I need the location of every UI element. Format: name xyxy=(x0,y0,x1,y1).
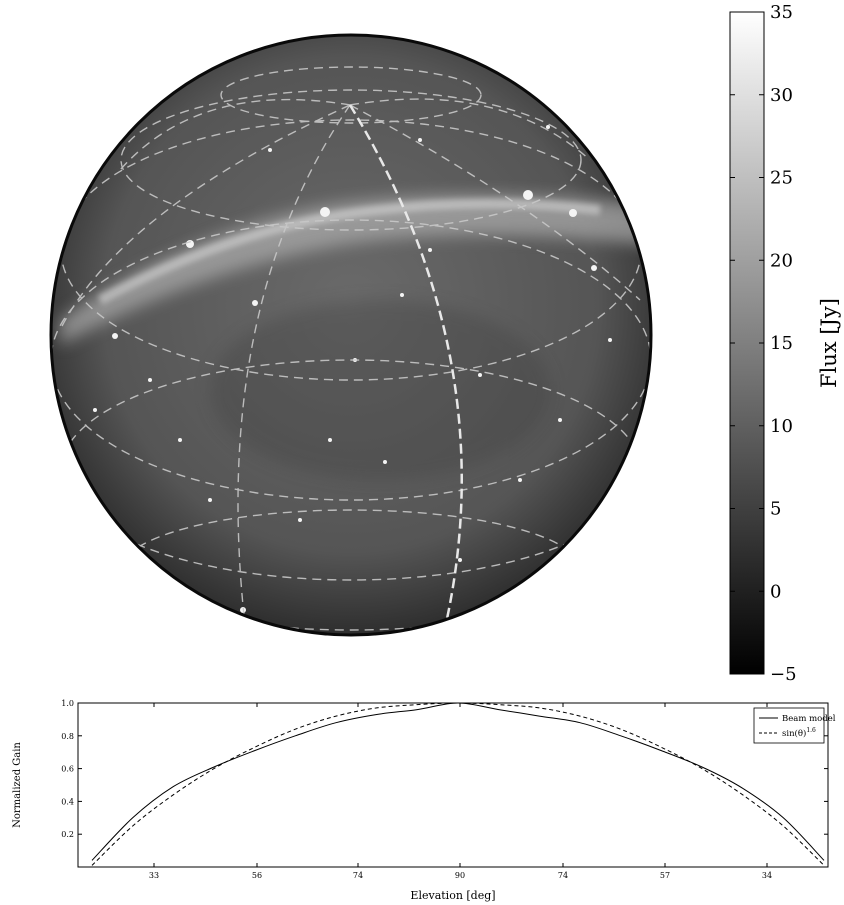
x-axis-ticks: 33 56 74 90 74 57 34 xyxy=(149,703,772,880)
legend-box xyxy=(753,707,825,744)
colorbar-tick-label: 10 xyxy=(770,416,793,437)
colorbar-label: Flux [Jy] xyxy=(817,298,841,388)
plot-frame xyxy=(77,702,829,868)
x-axis-label: Elevation [deg] xyxy=(410,889,495,902)
x-tick-label: 34 xyxy=(762,871,772,880)
x-tick-label: 57 xyxy=(660,871,670,880)
legend-entry-sin-model: sin(θ)1.6 xyxy=(782,727,816,739)
colorbar-tick-label: 30 xyxy=(770,85,793,106)
y-tick-label: 1.0 xyxy=(61,699,74,708)
x-tick-label: 33 xyxy=(149,871,159,880)
colorbar-tick-label: 0 xyxy=(770,581,781,602)
colorbar-tick-label: 20 xyxy=(770,250,793,271)
colorbar-tick-label: −5 xyxy=(770,664,797,685)
x-tick-label: 56 xyxy=(252,871,262,880)
x-tick-label: 74 xyxy=(353,871,363,880)
y-tick-label: 0.4 xyxy=(61,797,74,806)
sin-model-line xyxy=(91,702,825,866)
colorbar-tick-label: 25 xyxy=(770,168,793,189)
legend-entry-beam-model: Beam model xyxy=(782,714,836,724)
cold-region xyxy=(210,300,550,480)
y-tick-label: 0.6 xyxy=(61,765,74,774)
colorbar-tick-label: 35 xyxy=(770,2,793,23)
colorbar-tick-label: 5 xyxy=(770,499,781,520)
legend: Beam model sin(θ)1.6 xyxy=(753,707,836,744)
y-axis-ticks: 0.2 0.4 0.6 0.8 1.0 xyxy=(61,699,828,839)
bright-meridian xyxy=(348,104,463,629)
galactic-ridge xyxy=(97,198,601,305)
sky-horizon xyxy=(49,33,653,637)
sky-map xyxy=(49,33,653,637)
beam-model-line xyxy=(91,702,825,861)
colorbar-ramp xyxy=(729,11,765,675)
galactic-band xyxy=(60,195,650,345)
y-tick-label: 0.2 xyxy=(61,830,74,839)
colorbar-tick-label: 15 xyxy=(770,333,793,354)
series-group xyxy=(91,702,825,866)
sky-features xyxy=(52,66,650,631)
colorbar: −5 0 5 10 15 20 25 30 35 Flux [Jy] xyxy=(729,2,841,685)
x-tick-label: 74 xyxy=(558,871,568,880)
x-tick-label: 90 xyxy=(455,871,465,880)
colorbar-ticks: −5 0 5 10 15 20 25 30 35 xyxy=(730,2,797,685)
y-axis-label: Normalized Gain xyxy=(12,742,23,828)
gain-plot: 0.2 0.4 0.6 0.8 1.0 33 56 74 90 74 57 34 Elevation… xyxy=(12,699,836,902)
y-tick-label: 0.8 xyxy=(61,732,74,741)
